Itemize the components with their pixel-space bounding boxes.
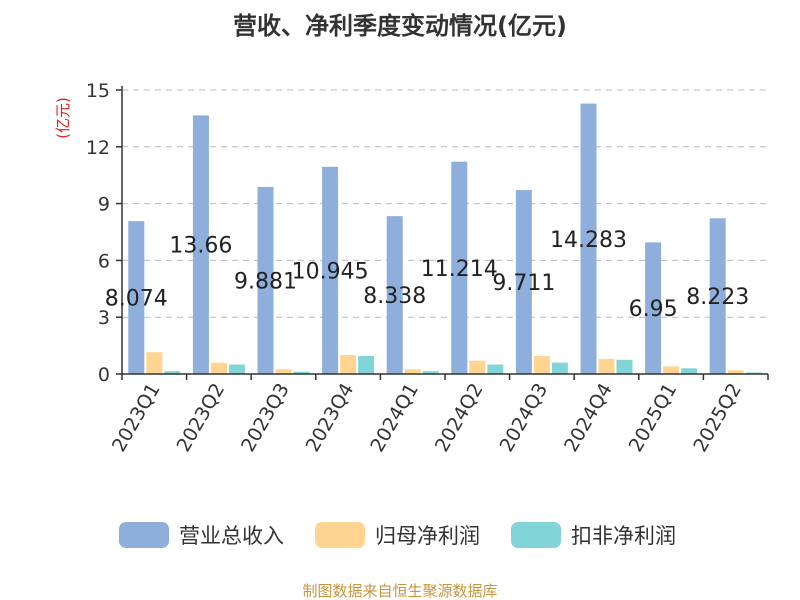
bar-deducted-net-profit xyxy=(358,356,375,374)
legend: 营业总收入 归母净利润 扣非净利润 xyxy=(119,522,676,548)
x-tick-label: 2023Q1 xyxy=(108,380,165,456)
bar-revenue xyxy=(257,186,274,374)
bar-revenue xyxy=(645,242,662,374)
bar-revenue xyxy=(386,216,403,374)
bar-deducted-net-profit xyxy=(164,371,181,374)
bar-revenue xyxy=(192,115,209,374)
bar-revenue xyxy=(451,161,468,374)
y-tick-label: 3 xyxy=(98,307,110,329)
y-tick-label: 6 xyxy=(98,250,110,272)
x-tick-label: 2023Q3 xyxy=(237,380,294,456)
bar-deducted-net-profit xyxy=(745,372,762,374)
bar-net-profit xyxy=(663,366,680,374)
grid-lines xyxy=(122,89,768,318)
legend-label: 归母净利润 xyxy=(375,524,480,548)
bar-net-profit xyxy=(340,355,357,374)
x-tick-label: 2023Q4 xyxy=(302,380,359,456)
x-tick-label: 2024Q3 xyxy=(495,380,552,456)
legend-swatch xyxy=(511,522,561,548)
x-tick-label: 2025Q1 xyxy=(625,380,682,456)
data-label: 9.881 xyxy=(234,269,297,294)
data-label: 8.338 xyxy=(363,284,426,309)
bar-net-profit xyxy=(727,370,744,374)
y-tick-label: 15 xyxy=(86,80,110,102)
legend-swatch xyxy=(119,522,169,548)
bar-deducted-net-profit xyxy=(681,368,698,374)
chart-title: 营收、净利季度变动情况(亿元) xyxy=(233,12,567,40)
bar-net-profit xyxy=(146,352,163,374)
y-tick-label: 9 xyxy=(98,194,110,216)
bar-net-profit xyxy=(275,369,292,374)
data-label: 13.66 xyxy=(169,234,232,259)
bar-deducted-net-profit xyxy=(293,371,310,374)
bar-revenue xyxy=(128,221,145,374)
x-tick-label: 2024Q1 xyxy=(366,380,423,456)
data-label: 8.223 xyxy=(686,285,749,310)
x-tick-label: 2024Q4 xyxy=(560,380,617,456)
x-tick-label: 2024Q2 xyxy=(431,380,488,456)
bar-revenue xyxy=(322,166,339,374)
bar-net-profit xyxy=(598,358,615,374)
x-tick-label: 2023Q2 xyxy=(172,380,229,456)
bar-revenue xyxy=(709,218,726,374)
legend-swatch xyxy=(315,522,365,548)
y-axis-unit-label: (亿元) xyxy=(54,97,72,139)
legend-label: 扣非净利润 xyxy=(571,524,676,548)
y-tick-label: 12 xyxy=(86,137,110,159)
data-label: 8.074 xyxy=(105,287,168,312)
bar-net-profit xyxy=(404,369,421,374)
x-tick-label: 2025Q2 xyxy=(689,380,746,456)
bar-deducted-net-profit xyxy=(422,371,439,374)
source-note: 制图数据来自恒生聚源数据库 xyxy=(302,582,497,600)
bar-deducted-net-profit xyxy=(228,364,245,374)
bars xyxy=(128,103,762,375)
y-tick-label: 0 xyxy=(98,364,110,386)
bar-deducted-net-profit xyxy=(551,362,568,374)
data-label: 11.214 xyxy=(421,257,498,282)
legend-label: 营业总收入 xyxy=(179,524,284,548)
bar-deducted-net-profit xyxy=(487,364,504,374)
bar-net-profit xyxy=(533,356,550,374)
data-label: 9.711 xyxy=(492,271,555,296)
bar-deducted-net-profit xyxy=(616,359,633,374)
bar-net-profit xyxy=(469,360,486,374)
bar-revenue xyxy=(580,103,597,375)
data-label: 14.283 xyxy=(550,228,627,253)
bar-revenue xyxy=(515,190,532,374)
data-label: 10.945 xyxy=(292,259,369,284)
bar-net-profit xyxy=(210,362,227,374)
data-label: 6.95 xyxy=(629,297,678,322)
